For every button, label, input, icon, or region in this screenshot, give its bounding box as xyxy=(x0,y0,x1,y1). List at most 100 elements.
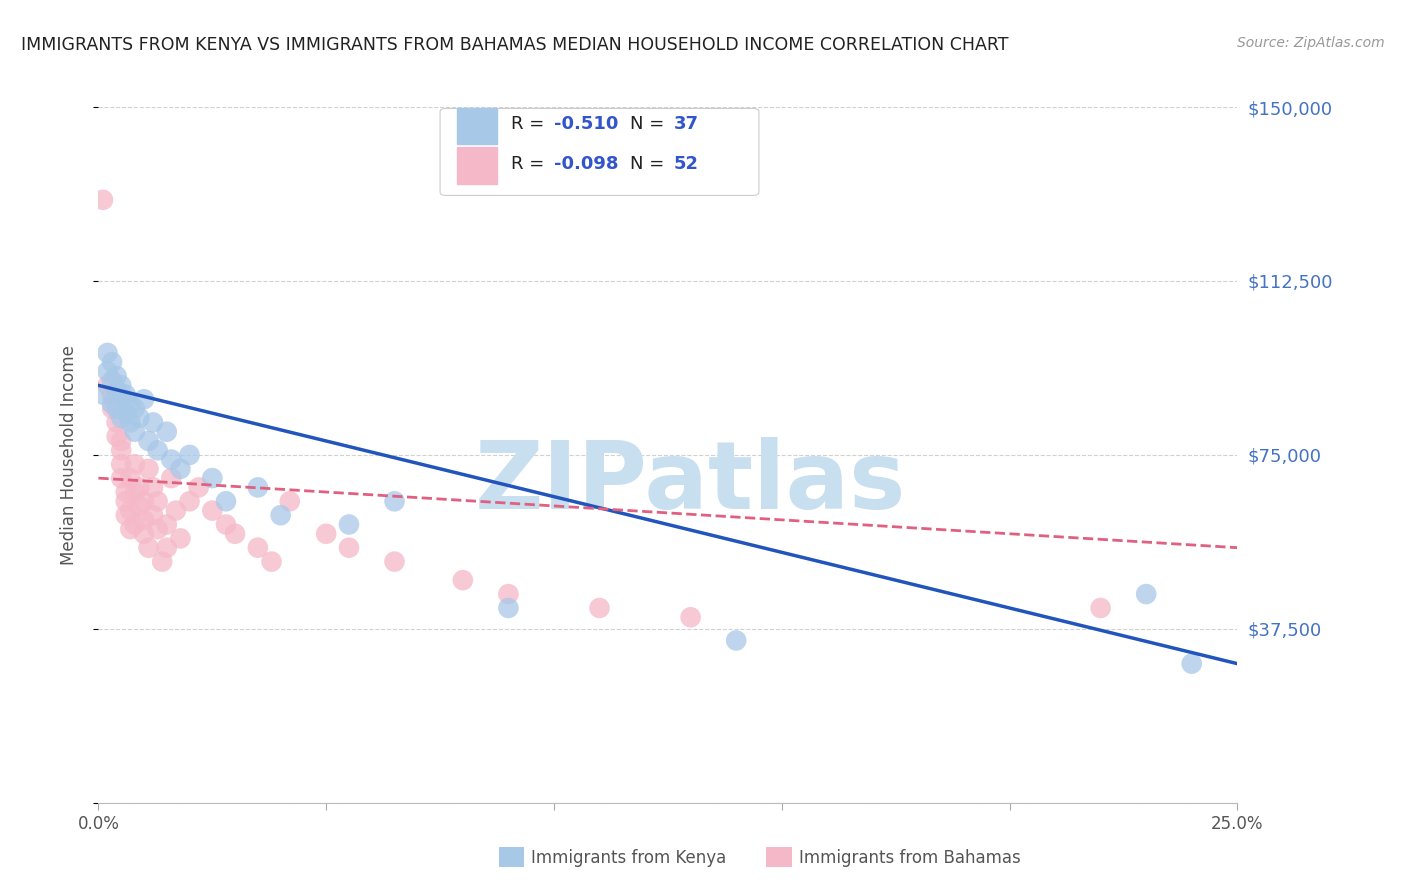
Point xyxy=(169,532,191,546)
Point xyxy=(215,517,238,532)
Point xyxy=(110,471,132,485)
Point xyxy=(142,480,165,494)
Point xyxy=(101,387,124,401)
Text: N =: N = xyxy=(630,115,671,134)
Point xyxy=(169,462,191,476)
Point xyxy=(384,494,406,508)
Point xyxy=(384,555,406,569)
Text: R =: R = xyxy=(510,115,550,134)
FancyBboxPatch shape xyxy=(440,109,759,195)
Point xyxy=(124,517,146,532)
Point xyxy=(110,443,132,458)
Y-axis label: Median Household Income: Median Household Income xyxy=(59,345,77,565)
Point xyxy=(114,508,136,523)
Point xyxy=(114,387,136,401)
Point xyxy=(101,397,124,411)
Text: Source: ZipAtlas.com: Source: ZipAtlas.com xyxy=(1237,36,1385,50)
Point xyxy=(96,378,118,392)
Point xyxy=(114,494,136,508)
Point xyxy=(246,541,269,555)
Point xyxy=(110,410,132,425)
Point xyxy=(105,401,128,416)
Point xyxy=(156,541,179,555)
Point xyxy=(120,503,142,517)
Point xyxy=(128,480,150,494)
Text: Immigrants from Kenya: Immigrants from Kenya xyxy=(531,849,727,867)
Point xyxy=(315,526,337,541)
Point xyxy=(138,434,160,448)
Point xyxy=(105,383,128,397)
Point xyxy=(215,494,238,508)
Point xyxy=(105,416,128,430)
Point xyxy=(224,526,246,541)
Point xyxy=(260,555,283,569)
Text: IMMIGRANTS FROM KENYA VS IMMIGRANTS FROM BAHAMAS MEDIAN HOUSEHOLD INCOME CORRELA: IMMIGRANTS FROM KENYA VS IMMIGRANTS FROM… xyxy=(21,36,1008,54)
Point xyxy=(201,471,224,485)
Point xyxy=(278,494,301,508)
Text: Immigrants from Bahamas: Immigrants from Bahamas xyxy=(799,849,1021,867)
Point xyxy=(132,392,155,407)
Point xyxy=(110,392,132,407)
Point xyxy=(120,397,142,411)
Point xyxy=(101,374,124,388)
Point xyxy=(105,369,128,384)
Point xyxy=(679,610,702,624)
Point xyxy=(165,503,187,517)
Point xyxy=(114,485,136,500)
Point xyxy=(124,401,146,416)
Text: -0.098: -0.098 xyxy=(554,155,619,173)
Point xyxy=(146,494,169,508)
Point xyxy=(146,443,169,458)
Text: -0.510: -0.510 xyxy=(554,115,619,134)
Point xyxy=(132,526,155,541)
Point xyxy=(498,587,520,601)
Point xyxy=(124,485,146,500)
Point xyxy=(270,508,292,523)
Point xyxy=(201,503,224,517)
Point xyxy=(110,378,132,392)
Point xyxy=(110,457,132,471)
Point xyxy=(146,522,169,536)
Point xyxy=(120,522,142,536)
Point xyxy=(150,555,173,569)
Point xyxy=(725,633,748,648)
Point xyxy=(156,425,179,439)
Point xyxy=(132,513,155,527)
Point xyxy=(498,601,520,615)
Point xyxy=(128,410,150,425)
Point xyxy=(1135,587,1157,601)
Point xyxy=(91,193,114,207)
Point xyxy=(337,517,360,532)
Point xyxy=(1181,657,1204,671)
Point xyxy=(160,471,183,485)
Point xyxy=(105,429,128,443)
Text: 52: 52 xyxy=(673,155,699,173)
Point xyxy=(124,457,146,471)
Point xyxy=(101,355,124,369)
Point xyxy=(179,494,201,508)
Point xyxy=(1090,601,1112,615)
Point xyxy=(337,541,360,555)
Point xyxy=(91,387,114,401)
Text: 37: 37 xyxy=(673,115,699,134)
Text: R =: R = xyxy=(510,155,550,173)
Point xyxy=(187,480,209,494)
Point xyxy=(128,499,150,513)
Point xyxy=(246,480,269,494)
Point xyxy=(114,406,136,420)
Point xyxy=(120,471,142,485)
Point xyxy=(110,434,132,448)
Point xyxy=(142,508,165,523)
Text: N =: N = xyxy=(630,155,671,173)
Point xyxy=(138,541,160,555)
Point xyxy=(96,346,118,360)
Point xyxy=(588,601,610,615)
Point xyxy=(142,416,165,430)
Bar xyxy=(457,147,498,184)
Point xyxy=(101,401,124,416)
Point xyxy=(451,573,474,587)
Point xyxy=(120,416,142,430)
Point xyxy=(132,494,155,508)
Bar xyxy=(457,108,498,144)
Point xyxy=(179,448,201,462)
